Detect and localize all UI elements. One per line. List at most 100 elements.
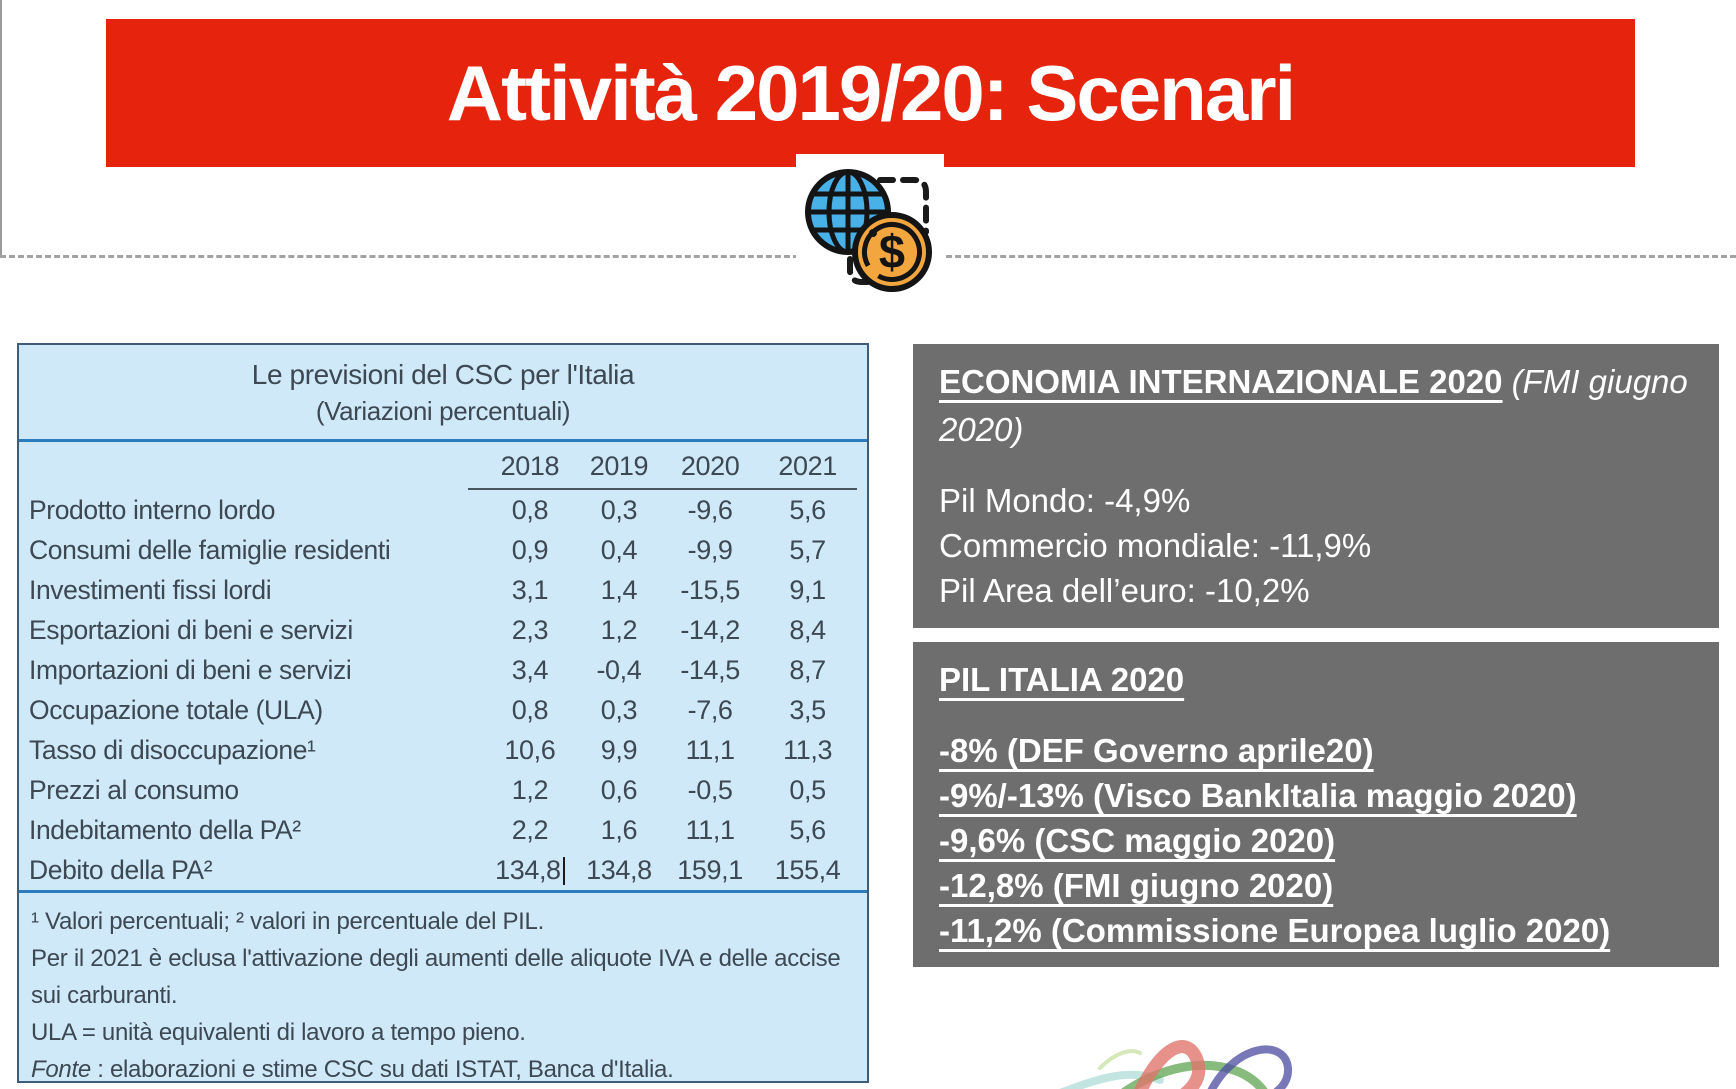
economia-internazionale-box: ECONOMIA INTERNAZIONALE 2020 (FMI giugno…: [913, 344, 1719, 628]
cell-value: 1,4: [600, 574, 638, 605]
table-row: Prodotto interno lordo 0,8 0,3 -9,6 5,6: [19, 490, 867, 530]
forecast-line-def-governo: -8% (DEF Governo aprile20): [939, 732, 1374, 769]
cell-value: 159,1: [677, 854, 743, 885]
footnote-3: ULA = unità equivalenti di lavoro a temp…: [31, 1019, 526, 1046]
cell-value: -7,6: [687, 694, 733, 725]
dashed-frame-bottom-left: [847, 233, 899, 285]
cell-value: -14,5: [680, 654, 740, 685]
table-row: Occupazione totale (ULA) 0,8 0,3 -7,6 3,…: [19, 690, 867, 730]
cell-value: 0,8: [511, 494, 549, 525]
cell-value: 5,7: [789, 534, 826, 565]
cell-value: 1,2: [600, 614, 638, 645]
dashed-frame-top-right: [877, 177, 929, 235]
cell-value: 3,5: [789, 694, 826, 725]
cell-value: 10,6: [504, 734, 556, 765]
pil-italia-lines: -8% (DEF Governo aprile20) -9%/-13% (Vis…: [939, 728, 1693, 953]
cell-value: 0,8: [511, 694, 549, 725]
row-label: Investimenti fissi lordi: [29, 574, 272, 605]
table-subtitle: (Variazioni percentuali): [315, 396, 571, 426]
cell-value: 3,1: [511, 574, 549, 605]
table-top-rule: [19, 439, 867, 442]
cell-value: 0,3: [600, 494, 638, 525]
globe-dollar-icon-svg: $: [805, 169, 932, 292]
column-header-2021: 2021: [778, 450, 837, 481]
abstract-swirl-logo: [1040, 1008, 1320, 1089]
heading-text: ECONOMIA INTERNAZIONALE 2020: [939, 363, 1503, 400]
cell-value: 2,3: [511, 614, 549, 645]
column-header-2020: 2020: [680, 450, 740, 481]
table-title: Le previsioni del CSC per l'Italia: [251, 359, 635, 390]
column-header-2019: 2019: [589, 450, 649, 481]
table-row: Prezzi al consumo 1,2 0,6 -0,5 0,5: [19, 770, 867, 810]
cell-value: 0,3: [600, 694, 638, 725]
cell-value: 8,7: [789, 654, 826, 685]
cell-value: 0,9: [511, 534, 549, 565]
economia-internazionale-heading: ECONOMIA INTERNAZIONALE 2020 (FMI giugno…: [939, 358, 1693, 454]
cell-value: 9,9: [600, 734, 638, 765]
cell-value: 134,8: [495, 854, 561, 885]
cell-value: 5,6: [789, 814, 826, 845]
table-row: Esportazioni di beni e servizi 2,3 1,2 -…: [19, 610, 867, 650]
cell-value: -0,4: [596, 654, 642, 685]
year-header-row: 2018 2019 2020 2021: [19, 442, 867, 490]
row-label: Consumi delle famiglie residenti: [29, 534, 391, 565]
stat-line-commercio-mondiale: Commercio mondiale: -11,9%: [939, 527, 1372, 564]
cell-value: 11,1: [685, 814, 735, 845]
table-footnotes: ¹ Valori percentuali; ² valori in percen…: [19, 893, 867, 1083]
stat-line-pil-area-euro: Pil Area dell’euro: -10,2%: [939, 572, 1310, 609]
cell-value: 0,5: [789, 774, 826, 805]
pil-italia-box: PIL ITALIA 2020 -8% (DEF Governo aprile2…: [913, 642, 1719, 967]
cell-value: 8,4: [789, 614, 826, 645]
table-row: Debito della PA² 134,8 134,8 159,1 155,4: [19, 850, 867, 890]
coin-dot: [869, 229, 877, 237]
globe-dollar-icon: $: [796, 154, 944, 304]
row-label: Tasso di disoccupazione¹: [29, 734, 316, 765]
heading-note: (FMI giugno 2020): [939, 363, 1688, 448]
cell-value: 2,2: [511, 814, 549, 845]
table-row: Consumi delle famiglie residenti 0,9 0,4…: [19, 530, 867, 570]
row-label: Esportazioni di beni e servizi: [29, 614, 353, 645]
cell-value: -9,9: [687, 534, 733, 565]
table-row: Indebitamento della PA² 2,2 1,6 11,1 5,6: [19, 810, 867, 850]
cell-value: 11,3: [783, 734, 833, 765]
row-label: Indebitamento della PA²: [29, 814, 301, 845]
table-row: Tasso di disoccupazione¹ 10,6 9,9 11,1 1…: [19, 730, 867, 770]
row-label: Prodotto interno lordo: [29, 494, 276, 525]
cell-value: -9,6: [687, 494, 733, 525]
footnote-1: ¹ Valori percentuali; ² valori in percen…: [31, 908, 544, 935]
footnote-source: Fonte : elaborazioni e stime CSC su dati…: [31, 1051, 855, 1083]
table-row: Importazioni di beni e servizi 3,4 -0,4 …: [19, 650, 867, 690]
cell-value: 9,1: [789, 574, 826, 605]
table-row: Investimenti fissi lordi 3,1 1,4 -15,5 9…: [19, 570, 867, 610]
forecast-line-fmi: -12,8% (FMI giugno 2020): [939, 867, 1334, 904]
forecast-table-panel: Le previsioni del CSC per l'Italia (Vari…: [17, 343, 869, 1083]
cell-value: 1,2: [511, 774, 549, 805]
cell-value: 3,4: [511, 654, 549, 685]
economia-internazionale-lines: Pil Mondo: -4,9% Commercio mondiale: -11…: [939, 478, 1693, 613]
abstract-swirl-logo-svg: [1059, 1040, 1293, 1089]
cell-value: -14,2: [680, 614, 740, 645]
cell-value: -15,5: [680, 574, 740, 605]
cell-value: 155,4: [774, 854, 841, 885]
dollar-symbol: $: [879, 225, 905, 278]
cell-value: 134,8: [586, 854, 652, 885]
row-label: Prezzi al consumo: [29, 774, 239, 805]
cell-value: 11,1: [685, 734, 735, 765]
table-bottom-rule: [19, 890, 867, 893]
year-header-underline: [468, 488, 857, 490]
cell-value-editing[interactable]: 134,8: [485, 855, 574, 886]
text-cursor: [562, 857, 565, 886]
forecast-line-visco-bankitalia: -9%/-13% (Visco BankItalia maggio 2020): [939, 777, 1577, 814]
column-header-2018: 2018: [500, 450, 560, 481]
cell-value: -0,5: [687, 774, 733, 805]
source-text: : elaborazioni e stime CSC su dati ISTAT…: [90, 1056, 674, 1083]
row-label: Occupazione totale (ULA): [29, 694, 323, 725]
title-banner: Attività 2019/20: Scenari: [106, 19, 1635, 167]
heading-text: PIL ITALIA 2020: [939, 661, 1185, 698]
cell-value: 0,4: [600, 534, 638, 565]
page-title: Attività 2019/20: Scenari: [446, 48, 1296, 137]
forecast-line-csc: -9,6% (CSC maggio 2020): [939, 822, 1336, 859]
cell-value: 1,6: [600, 814, 638, 845]
pil-italia-heading: PIL ITALIA 2020: [939, 656, 1693, 704]
